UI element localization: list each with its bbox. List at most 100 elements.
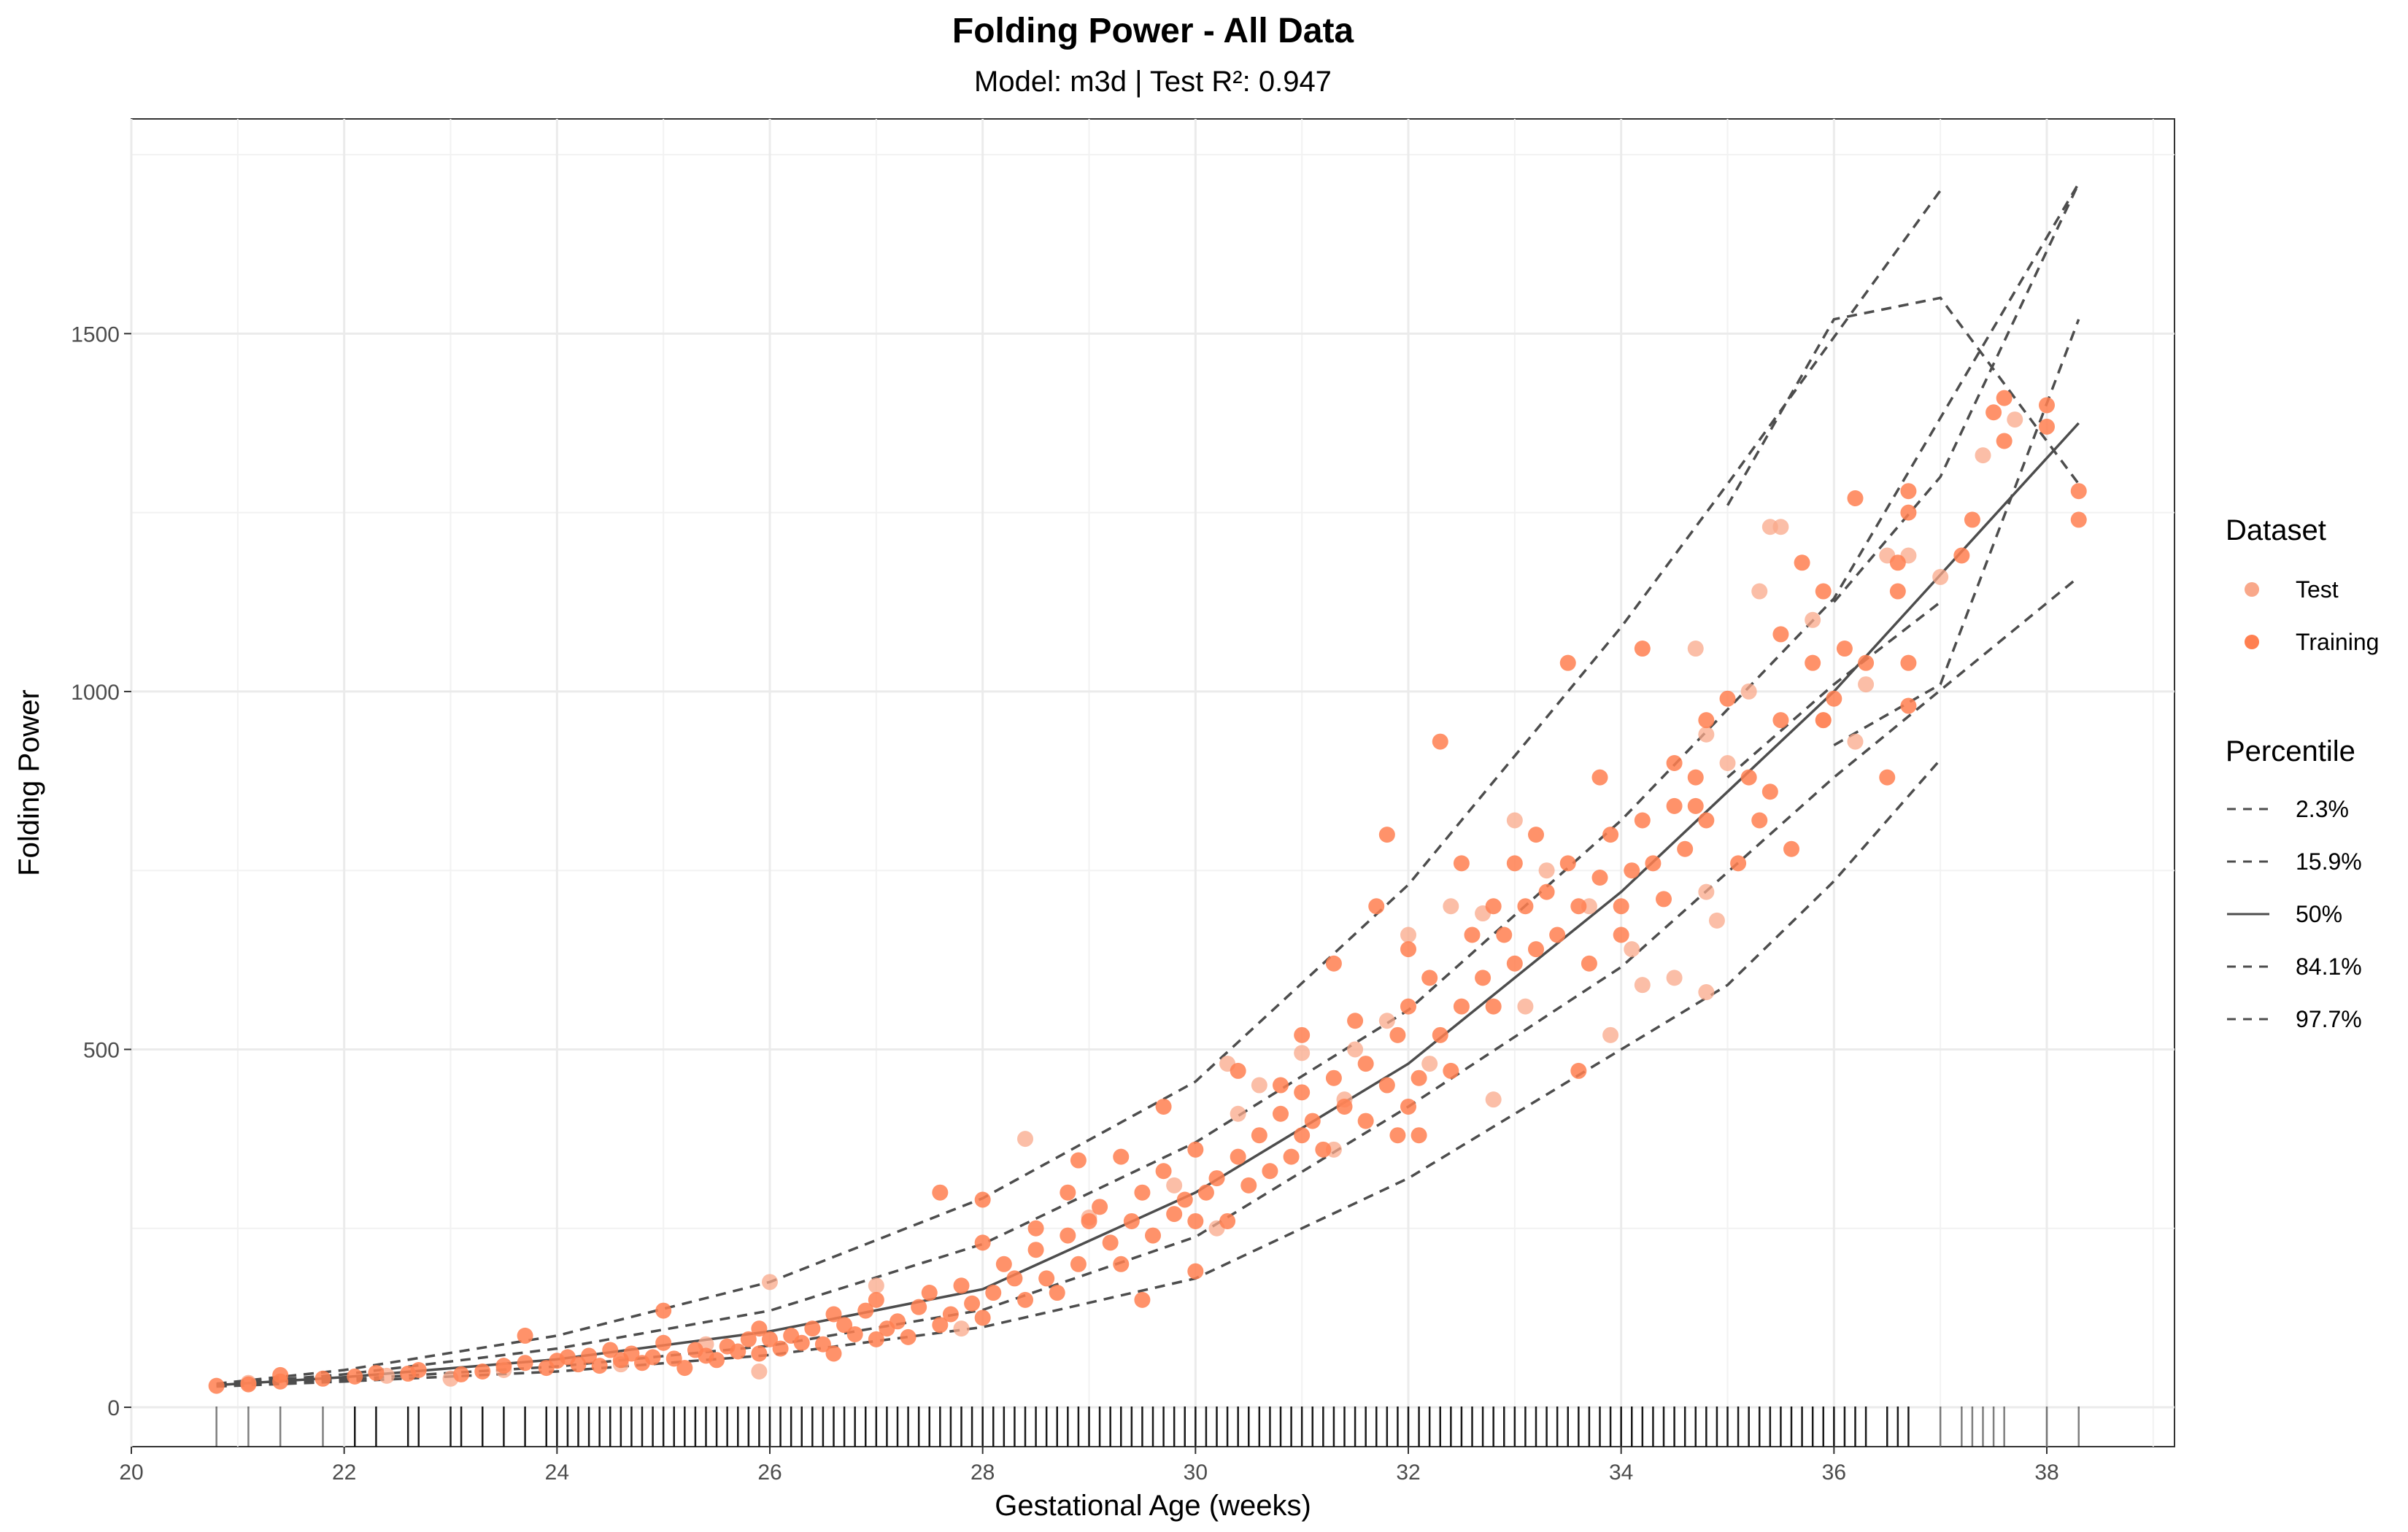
training-point	[1847, 490, 1864, 506]
training-point	[1176, 1191, 1193, 1208]
training-point	[1900, 483, 1917, 500]
training-point	[1879, 769, 1896, 786]
legend-percentile-title: Percentile	[2226, 735, 2355, 767]
training-point	[1570, 898, 1587, 915]
training-point	[453, 1366, 470, 1382]
training-point	[1815, 712, 1832, 729]
training-point	[751, 1320, 768, 1337]
training-point	[964, 1295, 981, 1312]
test-point	[953, 1320, 970, 1337]
training-point	[1432, 1026, 1448, 1043]
training-point	[995, 1256, 1012, 1272]
training-point	[623, 1345, 640, 1362]
training-point	[1378, 1077, 1395, 1094]
x-tick-label: 32	[1396, 1461, 1420, 1485]
training-point	[1400, 998, 1416, 1015]
training-point	[1347, 1013, 1364, 1029]
training-point	[932, 1184, 949, 1201]
training-point	[1666, 755, 1683, 772]
training-point	[1389, 1026, 1406, 1043]
training-point	[1698, 712, 1715, 729]
training-point	[900, 1328, 916, 1345]
training-point	[1027, 1242, 1044, 1258]
test-point	[1932, 568, 1949, 585]
test-point	[1251, 1077, 1267, 1094]
training-point	[1698, 812, 1715, 829]
training-point	[921, 1285, 938, 1301]
test-point	[868, 1277, 884, 1294]
training-point	[2070, 511, 2087, 528]
training-point	[581, 1347, 598, 1364]
training-point	[1826, 690, 1842, 707]
training-point	[1273, 1077, 1289, 1094]
training-point	[1570, 1062, 1587, 1079]
training-point	[942, 1306, 959, 1323]
training-point	[1645, 855, 1662, 872]
test-point	[1485, 1091, 1502, 1108]
test-point	[1506, 812, 1523, 829]
test-point	[751, 1363, 768, 1380]
training-point	[1549, 926, 1566, 943]
training-point	[347, 1368, 363, 1385]
percentile-curve-84-1pct	[216, 182, 2080, 1386]
training-point	[1325, 1069, 1342, 1086]
legend-training-label: Training	[2296, 629, 2379, 655]
training-point	[1996, 433, 2013, 449]
training-point	[1687, 769, 1704, 786]
training-point	[1836, 641, 1853, 657]
legend-test-label: Test	[2296, 576, 2339, 603]
training-point	[974, 1234, 991, 1251]
training-point	[1581, 955, 1597, 972]
chart-subtitle: Model: m3d | Test R²: 0.947	[974, 66, 1332, 98]
x-tick-label: 20	[119, 1461, 143, 1485]
training-point	[1166, 1206, 1183, 1223]
training-point	[1506, 855, 1523, 872]
x-tick-label: 36	[1822, 1461, 1846, 1485]
plot-panel	[131, 118, 2175, 1447]
test-point	[1751, 583, 1768, 600]
x-axis-title: Gestational Age (weeks)	[995, 1490, 1311, 1522]
x-tick-label: 30	[1184, 1461, 1208, 1485]
training-point	[1559, 654, 1576, 671]
test-point	[1347, 1041, 1364, 1058]
test-point	[2007, 411, 2023, 428]
legend-p98-label: 97.7%	[2296, 1006, 2362, 1032]
training-point	[1730, 855, 1747, 872]
legend: Dataset Test Training Percentile 2.3% 15…	[2226, 514, 2379, 1032]
training-point	[1666, 797, 1683, 814]
training-point	[1772, 626, 1789, 643]
training-point	[1900, 504, 1917, 521]
x-tick-label: 26	[757, 1461, 782, 1485]
training-point	[985, 1285, 1002, 1301]
training-point	[1262, 1163, 1278, 1180]
y-tick-label: 1500	[71, 322, 120, 347]
training-point	[1304, 1113, 1321, 1129]
y-tick-label: 0	[107, 1396, 120, 1420]
training-point	[1283, 1148, 1300, 1165]
training-point	[1761, 784, 1778, 800]
y-tick-label: 500	[83, 1038, 120, 1062]
training-point	[1517, 898, 1534, 915]
test-point	[1624, 941, 1640, 958]
training-point	[1613, 926, 1629, 943]
training-point	[1187, 1141, 1204, 1158]
training-point	[1134, 1291, 1151, 1308]
legend-dataset-title: Dataset	[2226, 514, 2326, 546]
training-point	[846, 1326, 863, 1342]
training-point	[1240, 1177, 1257, 1194]
training-point	[1102, 1234, 1119, 1251]
training-point	[953, 1277, 970, 1294]
test-point	[1421, 1056, 1438, 1072]
training-point	[1794, 554, 1810, 571]
training-point	[1113, 1256, 1130, 1272]
training-point	[890, 1313, 906, 1330]
training-point	[1815, 583, 1832, 600]
test-point	[1400, 926, 1416, 943]
training-point	[474, 1363, 491, 1380]
legend-p16-label: 15.9%	[2296, 848, 2362, 875]
x-tick-label: 38	[2034, 1461, 2058, 1485]
training-point	[836, 1317, 853, 1334]
training-point	[1986, 404, 2002, 421]
x-tick-label: 34	[1609, 1461, 1633, 1485]
training-point	[1027, 1220, 1044, 1237]
